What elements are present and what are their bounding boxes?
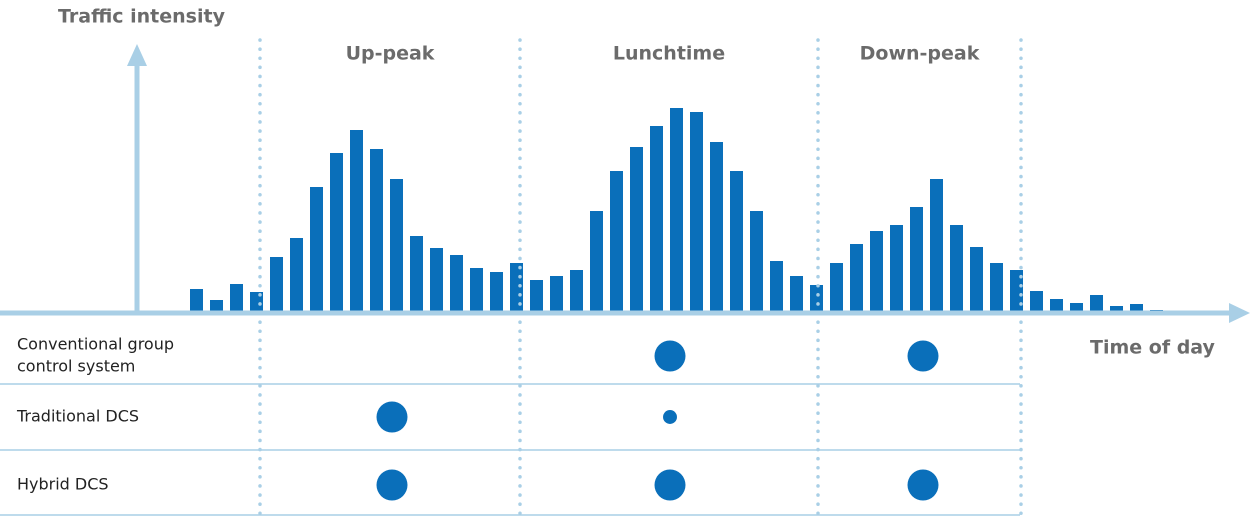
bar: [390, 179, 403, 313]
period-label: Down-peak: [860, 43, 980, 65]
indicator-dot: [907, 469, 939, 501]
bar: [610, 171, 623, 313]
bar: [310, 187, 323, 313]
bar: [1130, 304, 1143, 313]
bar: [1070, 303, 1083, 313]
bar: [250, 292, 263, 313]
y-axis-label: Traffic intensity: [58, 6, 226, 28]
bar: [1110, 306, 1123, 313]
bar: [590, 211, 603, 313]
bar: [490, 272, 503, 313]
bar: [950, 225, 963, 313]
row-label: control system: [17, 357, 135, 376]
bar: [890, 225, 903, 313]
row-label: Hybrid DCS: [17, 475, 109, 494]
indicator-dot: [654, 469, 686, 501]
x-axis-arrow: [1229, 303, 1250, 323]
bar: [370, 149, 383, 313]
bar: [850, 244, 863, 313]
bar: [510, 263, 523, 313]
indicator-dot: [376, 401, 408, 433]
bar: [770, 261, 783, 313]
indicator-dot: [907, 340, 939, 372]
bar: [710, 142, 723, 313]
bar: [290, 238, 303, 313]
row-label: Traditional DCS: [16, 407, 139, 426]
bar: [1090, 295, 1103, 313]
bar: [730, 171, 743, 313]
bar: [570, 270, 583, 313]
bar: [330, 153, 343, 313]
bar: [550, 276, 563, 313]
bar: [410, 236, 423, 313]
period-label: Lunchtime: [613, 43, 725, 65]
bar: [190, 289, 203, 313]
row-label: Conventional group: [17, 335, 174, 354]
bar: [810, 285, 823, 313]
bar: [650, 126, 663, 313]
bar: [350, 130, 363, 313]
bar: [430, 248, 443, 313]
bar: [230, 284, 243, 313]
indicator-dot: [654, 340, 686, 372]
bar: [1010, 270, 1023, 313]
bar: [470, 268, 483, 313]
bar: [670, 108, 683, 313]
bar: [630, 147, 643, 313]
bar: [830, 263, 843, 313]
indicator-dot: [376, 469, 408, 501]
bar: [530, 280, 543, 313]
bar: [210, 300, 223, 313]
indicator-dot: [663, 410, 677, 424]
bar: [990, 263, 1003, 313]
bar: [790, 276, 803, 313]
bar: [870, 231, 883, 313]
bar: [1030, 291, 1043, 313]
x-axis-label: Time of day: [1090, 337, 1216, 359]
bar: [970, 247, 983, 313]
bar: [750, 211, 763, 313]
bar: [450, 255, 463, 313]
bar: [930, 179, 943, 313]
bar: [1050, 299, 1063, 313]
bar: [270, 257, 283, 313]
y-axis-arrow: [127, 44, 147, 66]
bar: [690, 112, 703, 313]
period-label: Up-peak: [346, 43, 435, 65]
bar: [910, 207, 923, 313]
